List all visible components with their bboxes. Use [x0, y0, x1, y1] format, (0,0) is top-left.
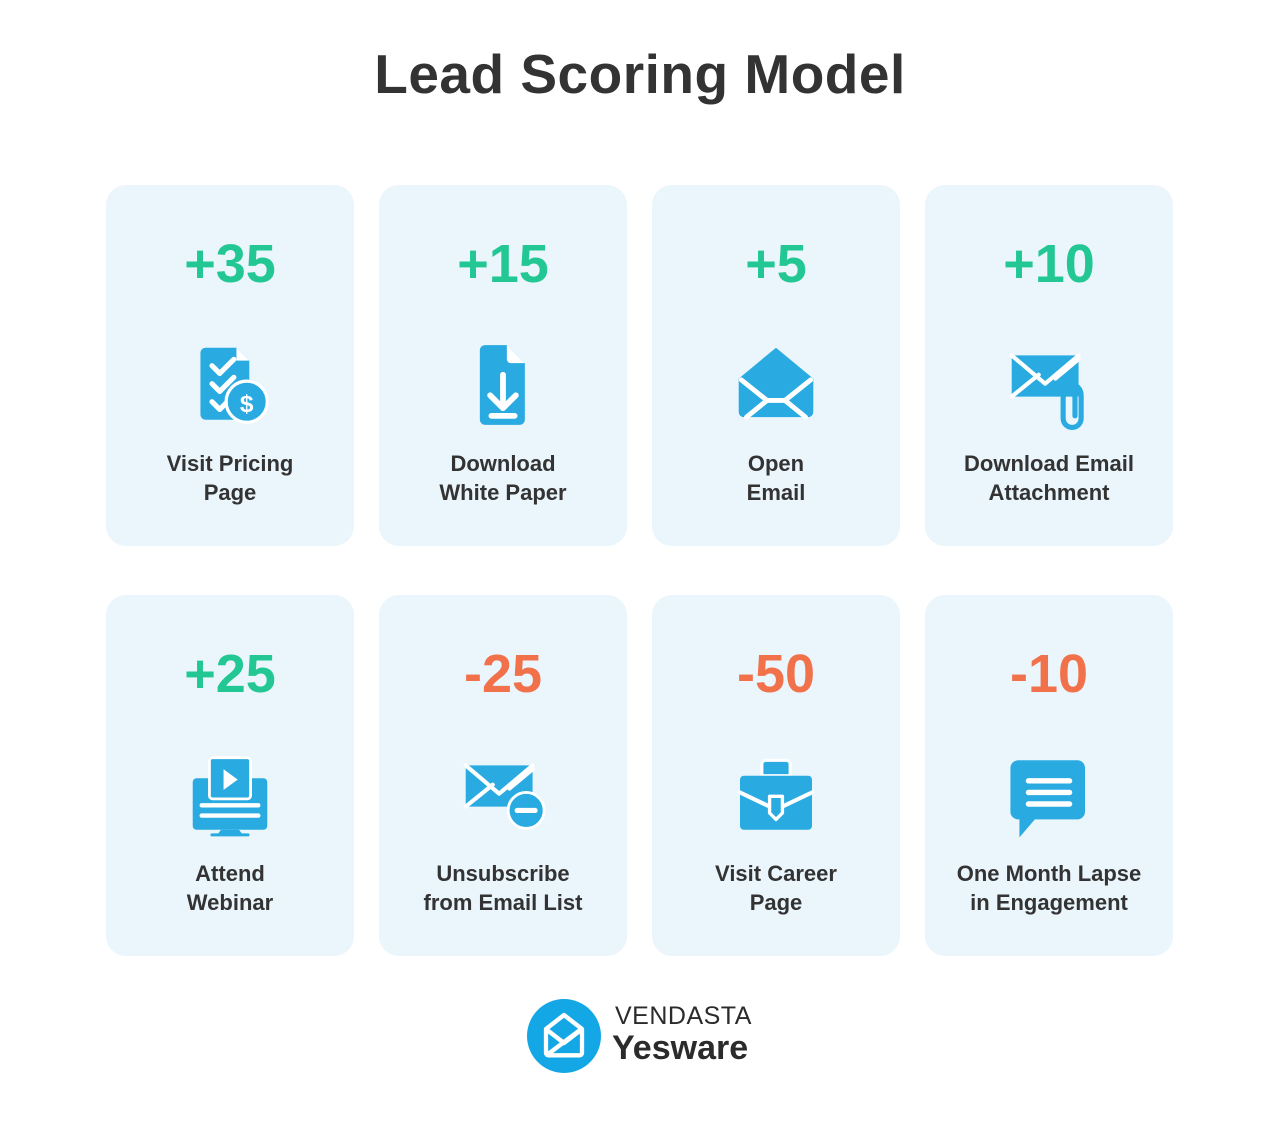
svg-text:$: $	[240, 391, 254, 418]
